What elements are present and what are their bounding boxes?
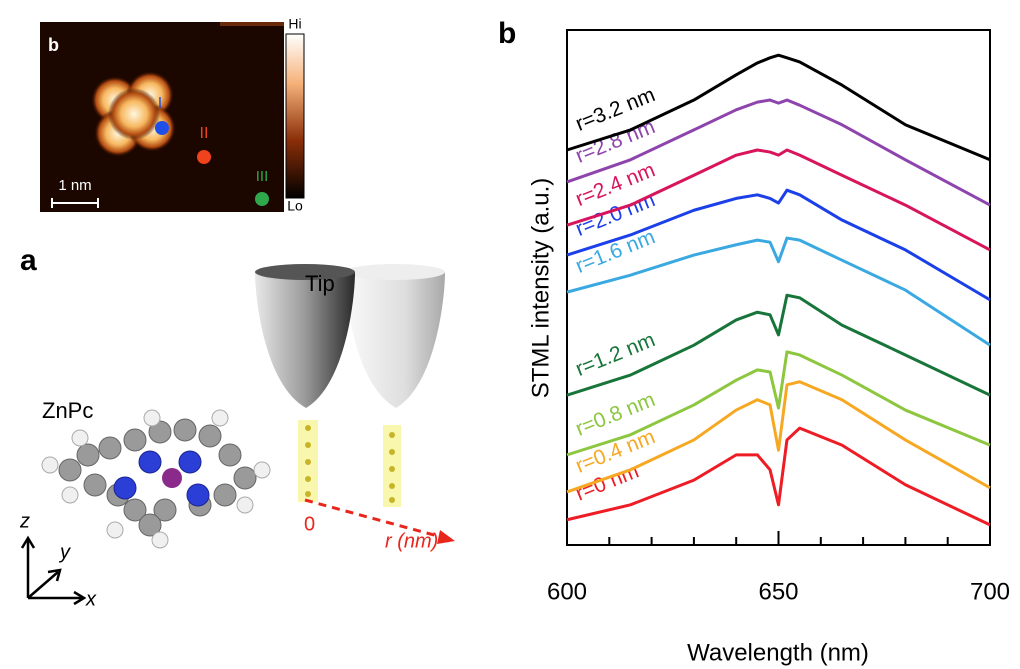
x-axis-label: Wavelength (nm) bbox=[687, 639, 869, 666]
point-label: III bbox=[256, 168, 269, 185]
scale-bar-label: 1 nm bbox=[58, 177, 91, 194]
series-label: r=1.2 nm bbox=[572, 328, 658, 381]
origin-label: 0 bbox=[304, 513, 315, 535]
spectrum-line bbox=[566, 53, 991, 162]
spectrum-line bbox=[566, 148, 991, 252]
stm-image bbox=[40, 22, 305, 212]
r-axis-label: r (nm) bbox=[385, 530, 438, 552]
molecule bbox=[41, 409, 271, 549]
axis-glyph-label: x bbox=[85, 588, 97, 610]
x-tick-label: 650 bbox=[758, 578, 798, 605]
colorbar-low: Lo bbox=[287, 198, 303, 214]
tips bbox=[255, 264, 455, 544]
axis-glyph-label: z bbox=[19, 510, 30, 532]
x-tick-label: 600 bbox=[547, 578, 587, 605]
spectrum-line bbox=[566, 350, 991, 457]
panel-label: a bbox=[20, 244, 37, 277]
molecule-label: ZnPc bbox=[42, 398, 93, 423]
spectrum-line bbox=[566, 293, 991, 397]
spectrum-line bbox=[566, 188, 991, 302]
tip-label: Tip bbox=[305, 271, 335, 296]
point-label: I bbox=[158, 95, 162, 112]
panel-label: b bbox=[498, 17, 516, 50]
axes-glyph bbox=[20, 535, 87, 606]
spectrum-line bbox=[566, 380, 991, 494]
spectrum-line bbox=[566, 98, 991, 207]
x-tick-label: 700 bbox=[970, 578, 1010, 605]
image-label: b bbox=[48, 35, 59, 55]
point-label: II bbox=[200, 125, 209, 142]
colorbar-high: Hi bbox=[288, 16, 301, 32]
spectrum-line bbox=[566, 426, 991, 527]
spectrum-line bbox=[566, 236, 991, 347]
y-axis-label: STML intensity (a.u.) bbox=[527, 178, 554, 399]
axis-glyph-label: y bbox=[58, 541, 71, 563]
